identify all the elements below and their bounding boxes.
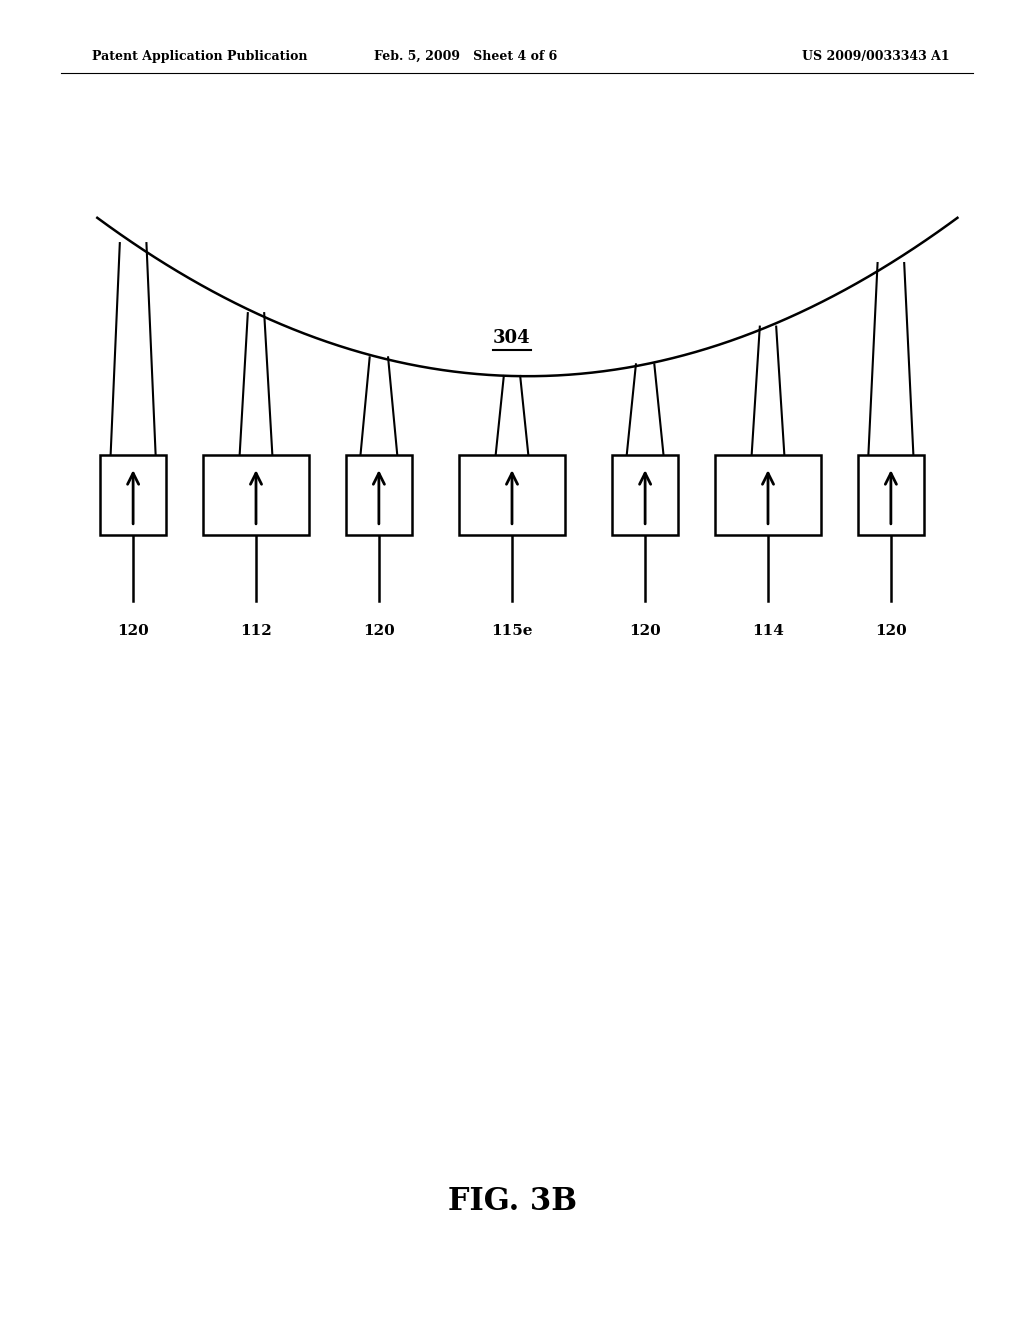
Text: 120: 120 [629, 624, 662, 639]
Text: Feb. 5, 2009   Sheet 4 of 6: Feb. 5, 2009 Sheet 4 of 6 [375, 50, 557, 63]
Bar [100, 455, 166, 535]
Text: 112: 112 [240, 624, 272, 639]
Bar [715, 455, 821, 535]
Bar [612, 455, 679, 535]
Bar [459, 455, 565, 535]
Text: 114: 114 [752, 624, 784, 639]
Text: 120: 120 [117, 624, 150, 639]
Text: 120: 120 [874, 624, 907, 639]
Text: US 2009/0033343 A1: US 2009/0033343 A1 [802, 50, 949, 63]
Text: FIG. 3B: FIG. 3B [447, 1185, 577, 1217]
Text: 304: 304 [494, 329, 530, 347]
Bar [203, 455, 309, 535]
Text: 120: 120 [362, 624, 395, 639]
Bar [858, 455, 925, 535]
Text: Patent Application Publication: Patent Application Publication [92, 50, 307, 63]
Bar [346, 455, 412, 535]
Text: 115e: 115e [492, 624, 532, 639]
